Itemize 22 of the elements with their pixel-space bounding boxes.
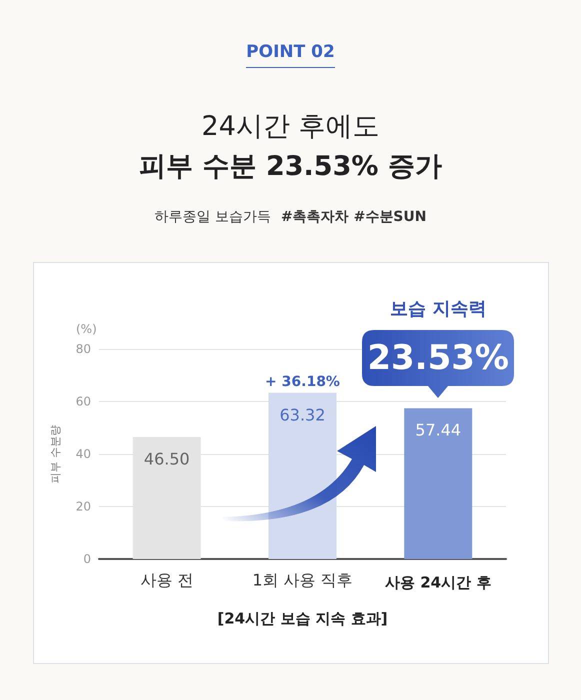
data-label: 57.44 [415,420,462,440]
text: 보습 지속력 [390,298,486,320]
text: #촉촉자차 #수분SUN [280,209,426,225]
chart-subtitle: 하루종일 보습가득 [154,209,271,225]
y-tick-label: 60 [76,394,91,408]
data-label: 63.32 [280,405,326,424]
annotation: + 36.18% [265,374,340,390]
x-tick-label: 사용 전 [140,570,194,590]
y-tick-label: 40 [76,447,91,461]
bar [404,408,472,559]
y-tick-label: 80 [76,342,91,356]
text: (%) [76,322,97,336]
data-label: 46.50 [144,449,190,468]
x-tick-label: 사용 24시간 후 [385,574,492,592]
chart-title: 24시간 후에도 피부 수분 23.53% 증가 [138,110,443,184]
x-tick-label: 1회 사용 직후 [252,570,353,590]
y-axis-title: 피부 수분량 [49,424,62,484]
x-axis-title: [24시간 보습 지속 효과] [217,610,388,628]
y-tick-label: 0 [83,552,91,566]
y-tick-label: 20 [76,500,91,514]
annotation: 23.53% [366,337,510,380]
text: POINT 02 [246,42,335,68]
